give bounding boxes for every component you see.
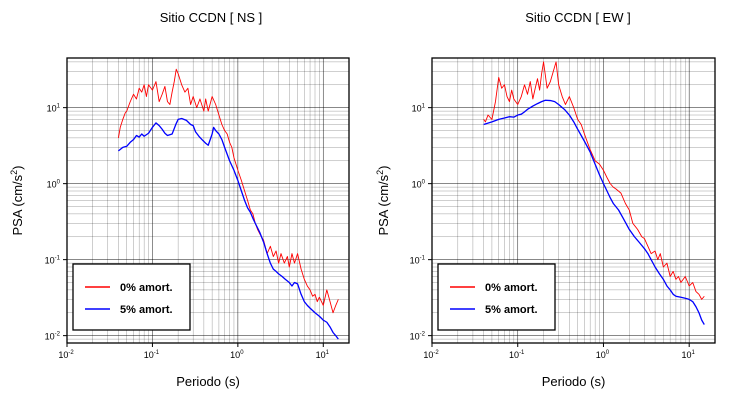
- x-tick-base: 10: [316, 350, 326, 360]
- y-tick-label: 101: [412, 104, 426, 114]
- x-tick-label: 10-2: [423, 350, 439, 360]
- y-axis-label: PSA (cm/s2): [9, 165, 25, 235]
- x-tick-base: 10: [509, 350, 519, 360]
- y-tick-exponent: -2: [420, 332, 426, 338]
- y-axis-label-tail: ): [376, 165, 391, 169]
- plot-frame: [431, 57, 716, 344]
- x-tick-exponent: -2: [68, 350, 74, 356]
- y-tick-exponent: 1: [422, 104, 426, 110]
- y-tick-label: 100: [47, 180, 61, 190]
- x-tick-base: 10: [144, 350, 154, 360]
- y-axis-label-main: PSA (cm/s: [376, 174, 391, 235]
- y-tick-base: 10: [47, 104, 57, 114]
- y-tick-exponent: 0: [57, 180, 61, 186]
- y-tick-label: 10-2: [410, 332, 426, 342]
- panel-ew: Sitio CCDN [ EW ]10-2 10-1 100 10110-210-11…: [375, 10, 716, 389]
- x-tick-label: 10-2: [58, 350, 74, 360]
- y-tick-base: 10: [410, 332, 420, 342]
- x-tick-label: 101: [682, 350, 696, 360]
- panel-ns: Sitio CCDN [ NS ]10-2 10-1 100 10110-210-11…: [9, 10, 350, 389]
- legend: 0% amort. 5% amort.: [72, 263, 191, 331]
- y-tick-exponent: 1: [57, 104, 61, 110]
- legend-box: [72, 263, 191, 331]
- y-tick-exponent: -1: [420, 256, 426, 262]
- x-tick-label: 100: [230, 350, 244, 360]
- series-line-damped: [118, 117, 339, 340]
- chart-title: Sitio CCDN [ NS ]: [160, 10, 263, 25]
- y-tick-label: 10-1: [45, 256, 61, 266]
- legend-label: 5% amort.: [485, 304, 538, 316]
- x-tick-base: 10: [423, 350, 433, 360]
- y-tick-base: 10: [47, 180, 57, 190]
- y-tick-base: 10: [412, 104, 422, 114]
- chart-title: Sitio CCDN [ EW ]: [525, 10, 630, 25]
- y-tick-label: 10-1: [410, 256, 426, 266]
- x-tick-exponent: 0: [606, 350, 610, 356]
- y-axis-label-tail: ): [10, 165, 25, 169]
- y-tick-exponent: -2: [55, 332, 61, 338]
- series-line-undamped: [117, 68, 339, 314]
- series-line-undamped: [483, 61, 705, 300]
- series-line-damped: [483, 99, 705, 325]
- x-tick-base: 10: [58, 350, 68, 360]
- legend-label: 0% amort.: [120, 282, 173, 294]
- x-tick-base: 10: [230, 350, 240, 360]
- y-tick-base: 10: [45, 256, 55, 266]
- x-tick-exponent: -2: [433, 350, 439, 356]
- x-tick-base: 10: [596, 350, 606, 360]
- y-tick-base: 10: [410, 256, 420, 266]
- x-tick-exponent: 1: [692, 350, 696, 356]
- x-tick-exponent: 1: [326, 350, 330, 356]
- x-tick-label: 10-1: [509, 350, 525, 360]
- x-tick-exponent: -1: [154, 350, 160, 356]
- x-tick-label: 100: [596, 350, 610, 360]
- x-axis-label: Periodo (s): [542, 374, 606, 389]
- y-axis-label-main: PSA (cm/s: [10, 174, 25, 235]
- y-tick-label: 100: [412, 180, 426, 190]
- x-tick-label: 101: [316, 350, 330, 360]
- x-tick-label: 10-1: [144, 350, 160, 360]
- plot-frame: [66, 57, 350, 344]
- y-tick-exponent: -1: [55, 256, 61, 262]
- x-tick-exponent: 0: [240, 350, 244, 356]
- legend-label: 5% amort.: [120, 304, 173, 316]
- x-tick-base: 10: [682, 350, 692, 360]
- legend: 0% amort. 5% amort.: [437, 263, 556, 331]
- y-axis-label-superscript: 2: [9, 170, 19, 175]
- y-tick-base: 10: [45, 332, 55, 342]
- y-tick-exponent: 0: [422, 180, 426, 186]
- y-tick-label: 101: [47, 104, 61, 114]
- x-tick-exponent: -1: [519, 350, 525, 356]
- x-axis-label: Periodo (s): [176, 374, 240, 389]
- y-axis-label: PSA (cm/s2): [375, 165, 391, 235]
- legend-box: [437, 263, 556, 331]
- y-tick-base: 10: [412, 180, 422, 190]
- y-axis-label-superscript: 2: [375, 170, 385, 175]
- y-tick-label: 10-2: [45, 332, 61, 342]
- legend-label: 0% amort.: [485, 282, 538, 294]
